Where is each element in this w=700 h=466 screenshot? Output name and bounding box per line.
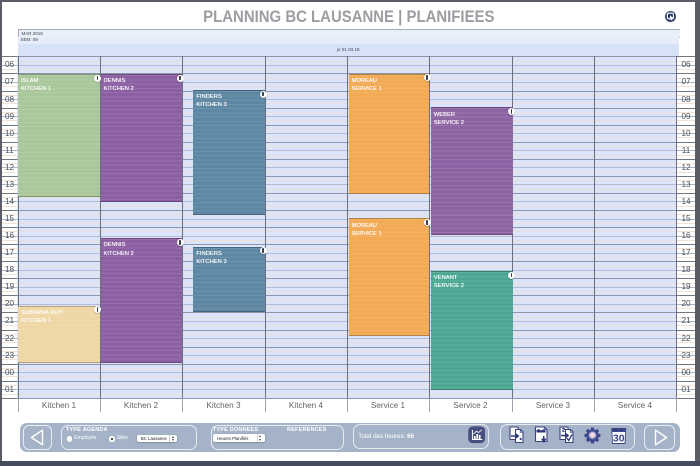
svg-text:30: 30	[613, 432, 625, 444]
